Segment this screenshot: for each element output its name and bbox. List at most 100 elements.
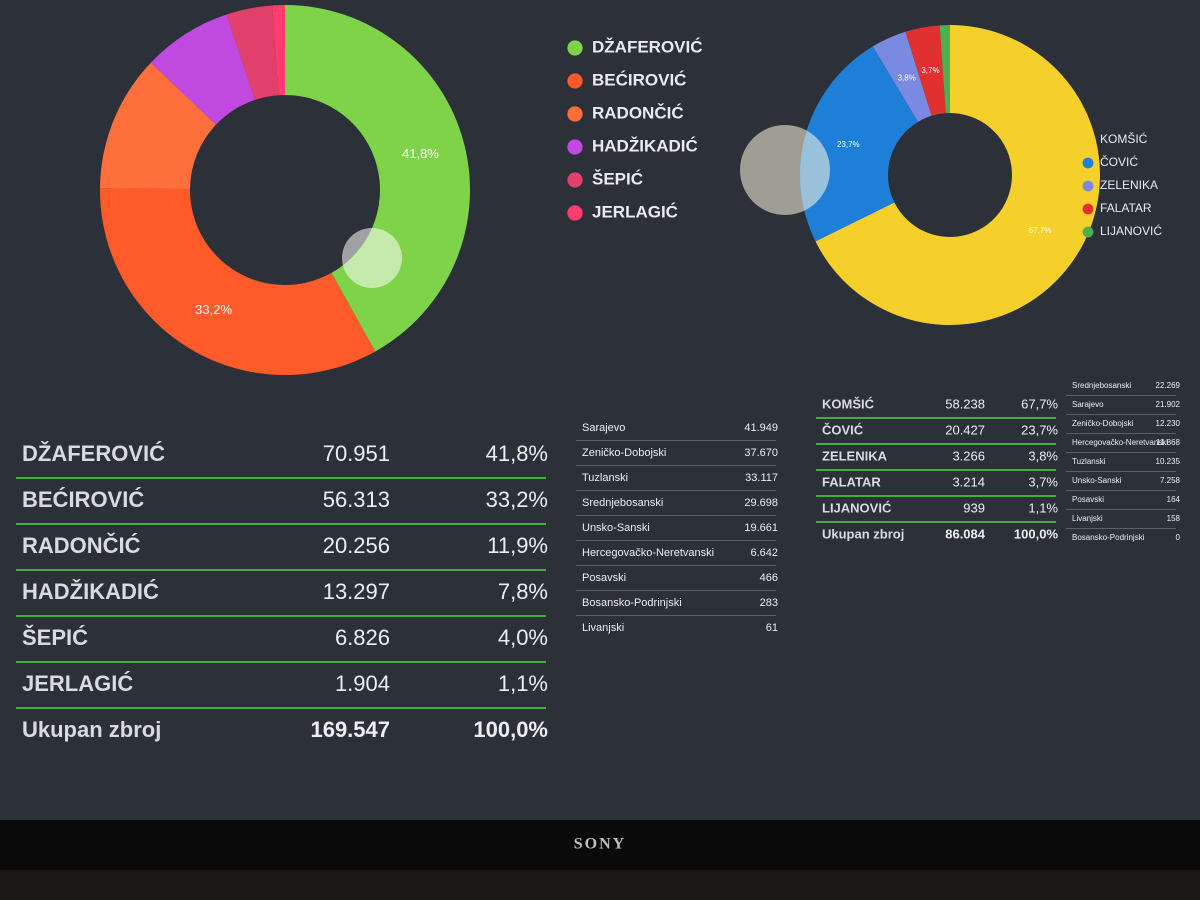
tv-bezel [0,820,1200,870]
donut-slice [226,5,279,100]
row-label: LIJANOVIĆ [822,500,892,515]
legend-label: LIJANOVIĆ [1100,223,1162,238]
legend-label: DŽAFEROVIĆ [592,37,703,56]
row-label: Hercegovačko-Neretvanski [582,547,714,559]
row-value: 6.642 [750,547,778,559]
legend-marker [567,106,583,122]
donut-slice [905,25,946,116]
glare [342,228,402,288]
row-label: Unsko-Sanski [582,522,650,534]
row-value: 3,7% [1028,474,1058,489]
row-label: ČOVIĆ [822,422,864,437]
row-value: 7,8% [498,579,548,604]
row-label: Sarajevo [582,422,625,434]
row-value: 3.266 [952,448,985,463]
row-value: 19.661 [744,522,778,534]
row-label: Bosansko-Podrinjski [582,597,682,609]
row-value: 33.117 [745,472,778,484]
row-value: 1.904 [335,671,390,696]
row-label: ZELENIKA [822,448,888,463]
donut-slice [272,5,285,96]
row-value: 56.313 [323,487,390,512]
row-value: 466 [760,572,778,584]
row-label: Sarajevo [1072,400,1104,409]
row-value: 11.868 [1156,438,1180,447]
row-label: Srednjebosanski [582,497,663,509]
legend-label: ŠEPIĆ [592,169,643,188]
donut-slice [872,31,932,122]
row-value: 1,1% [1028,500,1058,515]
row-value: 33,2% [486,487,548,512]
row-value: 21.902 [1156,400,1181,409]
legend-marker [567,73,583,89]
row-value: 29.698 [744,497,778,509]
legend-marker [1082,226,1094,238]
row-label: Unsko-Sanski [1072,476,1122,485]
tv-brand: SONY [574,836,626,853]
legend-label: KOMŠIĆ [1100,131,1148,146]
row-value: 3,8% [1028,448,1058,463]
row-value: 0 [1176,533,1181,542]
slice-label: 41,8% [402,146,439,161]
row-value: 67,7% [1021,396,1058,411]
donut-slice [939,25,950,114]
row-value: 283 [760,597,778,609]
legend-label: BEĆIROVIĆ [592,70,686,89]
row-value: 6.826 [335,625,390,650]
row-label: Ukupan zbroj [22,717,161,742]
row-value: 1,1% [498,671,548,696]
row-value: 86.084 [945,526,986,541]
legend-marker [1082,180,1094,192]
row-label: Zeničko-Dobojski [582,447,666,459]
row-label: FALATAR [822,474,881,489]
row-label: DŽAFEROVIĆ [22,441,165,466]
legend-marker [1082,134,1094,146]
row-value: 12.230 [1156,419,1181,428]
row-label: KOMŠIĆ [822,396,875,411]
row-label: Bosansko-Podrinjski [1072,533,1145,542]
row-value: 100,0% [1014,526,1059,541]
row-value: 10.235 [1156,457,1181,466]
row-value: 3.214 [952,474,985,489]
slice-label: 3,8% [898,73,916,82]
legend-marker [567,40,583,56]
legend-marker [1082,203,1094,215]
row-label: ŠEPIĆ [22,625,88,650]
row-value: 22.269 [1156,381,1181,390]
row-value: 169.547 [310,717,390,742]
row-label: Zeničko-Dobojski [1072,419,1134,428]
legend-label: HADŽIKADIĆ [592,136,698,155]
row-value: 939 [963,500,985,515]
row-label: Livanjski [582,622,624,634]
legend-marker [567,139,583,155]
row-value: 13.297 [323,579,390,604]
slice-label: 33,2% [195,302,232,317]
donut-slice [285,5,471,352]
row-value: 164 [1167,495,1181,504]
legend-marker [567,205,583,221]
legend-label: FALATAR [1100,201,1152,215]
row-label: Tuzlanski [1072,457,1106,466]
legend-label: JERLAGIĆ [592,202,678,221]
row-label: HADŽIKADIĆ [22,579,159,604]
row-value: 7.258 [1160,476,1181,485]
row-value: 11,9% [487,533,548,558]
row-value: 100,0% [473,717,548,742]
row-value: 58.238 [945,396,985,411]
row-label: Posavski [1072,495,1104,504]
row-value: 41,8% [486,441,548,466]
row-label: Ukupan zbroj [822,526,904,541]
row-label: Livanjski [1072,514,1103,523]
row-label: Hercegovačko-Neretvanski [1072,438,1168,447]
row-label: RADONČIĆ [22,533,141,558]
row-value: 4,0% [498,625,548,650]
row-value: 37.670 [744,447,778,459]
row-label: Srednjebosanski [1072,381,1131,390]
row-label: Tuzlanski [582,472,628,484]
legend-label: ČOVIĆ [1100,154,1138,169]
slice-label: 67,7% [1029,226,1052,235]
slice-label: 23,7% [837,140,860,149]
row-label: BEĆIROVIĆ [22,487,144,512]
